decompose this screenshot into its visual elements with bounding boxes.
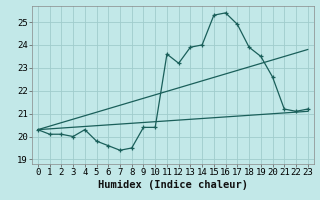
X-axis label: Humidex (Indice chaleur): Humidex (Indice chaleur) xyxy=(98,180,248,190)
